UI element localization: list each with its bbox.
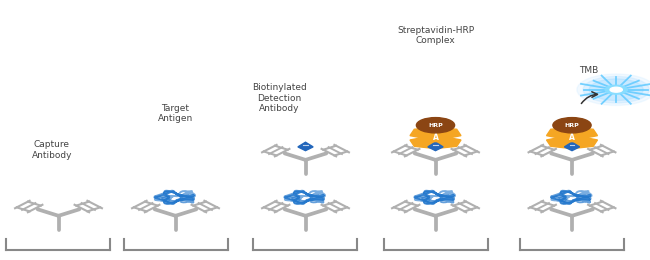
Polygon shape — [569, 137, 597, 148]
Circle shape — [605, 85, 627, 94]
Polygon shape — [433, 137, 461, 148]
Circle shape — [417, 118, 454, 133]
Polygon shape — [433, 128, 461, 139]
Text: HRP: HRP — [428, 123, 443, 128]
Text: Streptavidin-HRP
Complex: Streptavidin-HRP Complex — [397, 26, 474, 46]
Text: Target
Antigen: Target Antigen — [158, 104, 193, 123]
Text: Capture
Antibody: Capture Antibody — [32, 140, 72, 160]
Circle shape — [583, 76, 649, 103]
Circle shape — [589, 79, 644, 101]
Text: Biotinylated
Detection
Antibody: Biotinylated Detection Antibody — [252, 83, 307, 113]
Text: HRP: HRP — [565, 123, 579, 128]
Polygon shape — [547, 137, 575, 148]
Circle shape — [426, 134, 445, 142]
Polygon shape — [410, 137, 438, 148]
Circle shape — [610, 87, 622, 92]
Text: TMB: TMB — [579, 66, 599, 75]
Polygon shape — [428, 142, 443, 151]
Circle shape — [577, 74, 650, 105]
Polygon shape — [564, 142, 580, 151]
Polygon shape — [547, 128, 575, 139]
Polygon shape — [410, 128, 438, 139]
Polygon shape — [569, 128, 597, 139]
Circle shape — [562, 134, 582, 142]
Circle shape — [553, 118, 591, 133]
Text: A: A — [432, 133, 439, 142]
Polygon shape — [298, 142, 313, 151]
Text: A: A — [569, 133, 575, 142]
